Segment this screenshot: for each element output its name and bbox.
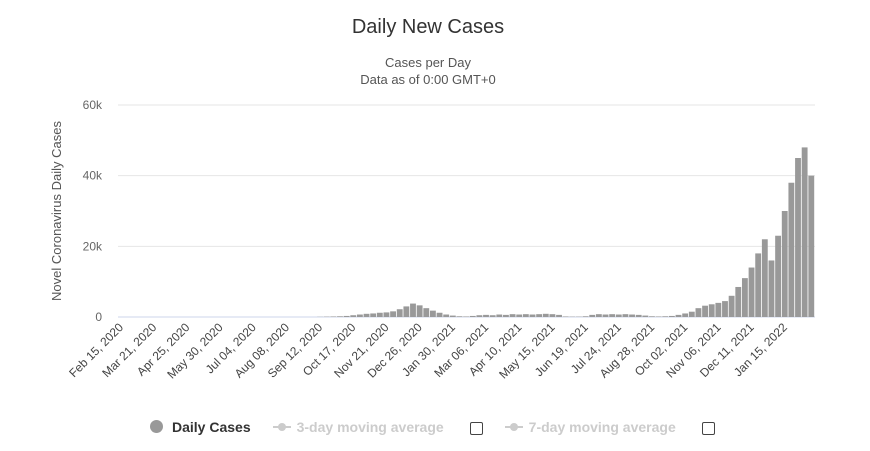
bar	[642, 315, 649, 317]
bar	[668, 315, 675, 317]
bar	[370, 313, 377, 317]
bar	[403, 306, 410, 317]
bar	[741, 278, 748, 317]
y-axis-title: Novel Coronavirus Daily Cases	[49, 121, 64, 301]
bar	[383, 312, 390, 317]
chart-subtitle-2: Data as of 0:00 GMT+0	[360, 72, 496, 87]
y-tick-label: 20k	[83, 239, 103, 253]
bar	[609, 314, 616, 317]
bar	[688, 311, 695, 317]
bar	[449, 315, 456, 317]
bar	[396, 309, 403, 317]
bar	[343, 315, 350, 317]
bar	[556, 314, 562, 317]
bar	[728, 295, 735, 317]
bar	[788, 182, 795, 317]
bar	[801, 147, 808, 317]
bar	[356, 314, 363, 317]
bar	[390, 311, 396, 317]
bar	[708, 304, 715, 317]
bar	[775, 235, 782, 317]
bar	[469, 315, 476, 317]
bar	[615, 314, 622, 317]
y-tick-label: 40k	[83, 169, 103, 183]
bar	[602, 314, 609, 317]
circle-icon	[150, 420, 163, 433]
bar	[542, 313, 549, 317]
line-marker-icon	[504, 422, 523, 431]
bar	[808, 175, 815, 317]
bar	[629, 314, 635, 317]
bar	[503, 314, 509, 317]
bar	[715, 302, 722, 317]
bar	[635, 314, 642, 317]
bar	[330, 316, 337, 317]
bar	[695, 308, 702, 317]
bar	[410, 303, 416, 317]
bar	[463, 316, 470, 317]
bar	[562, 316, 569, 317]
bar	[423, 308, 430, 317]
legend-label: 3-day moving average	[296, 418, 444, 435]
bar	[443, 314, 450, 317]
bar	[456, 316, 463, 317]
bar	[496, 314, 503, 317]
bar	[582, 316, 589, 317]
bar	[476, 315, 483, 317]
bar	[662, 316, 669, 317]
y-tick-label: 60k	[83, 98, 103, 112]
legend-label: Daily Cases	[172, 418, 251, 435]
bar	[768, 260, 775, 317]
bar	[376, 312, 383, 317]
bar	[595, 314, 602, 317]
checkbox-3day[interactable]	[469, 422, 483, 435]
bar	[509, 314, 516, 317]
bar	[536, 314, 543, 317]
legend-7day[interactable]: 7-day moving average	[504, 418, 676, 435]
bar	[363, 313, 370, 317]
line-marker-icon	[272, 422, 291, 431]
bar	[675, 314, 682, 317]
bar	[761, 239, 768, 317]
bar	[755, 253, 762, 317]
bar	[436, 312, 443, 317]
bar	[516, 314, 523, 317]
bar	[589, 314, 596, 317]
bar	[781, 211, 788, 317]
bar	[337, 316, 343, 317]
bar	[429, 310, 436, 317]
bar	[655, 316, 662, 317]
chart-title: Daily New Cases	[351, 16, 505, 38]
checkbox-7day[interactable]	[701, 422, 715, 435]
legend: Daily Cases 3-day moving average 7-day m…	[150, 418, 737, 435]
bar	[529, 314, 536, 317]
bar	[722, 301, 728, 317]
bar	[735, 286, 742, 317]
legend-daily-cases[interactable]: Daily Cases	[150, 419, 251, 435]
bar	[522, 314, 529, 317]
bar	[489, 315, 496, 317]
legend-3day[interactable]: 3-day moving average	[272, 418, 444, 435]
bar	[649, 316, 655, 317]
bar	[350, 315, 357, 317]
bar	[702, 305, 708, 317]
bar	[483, 314, 489, 317]
bar	[748, 267, 755, 317]
bar	[549, 314, 556, 317]
bar	[682, 313, 689, 317]
bar	[622, 314, 629, 317]
y-tick-label: 0	[95, 310, 102, 324]
bar	[416, 305, 423, 317]
legend-label: 7-day moving average	[528, 418, 676, 435]
bar	[795, 158, 801, 317]
chart-subtitle: Cases per Day	[385, 55, 471, 70]
